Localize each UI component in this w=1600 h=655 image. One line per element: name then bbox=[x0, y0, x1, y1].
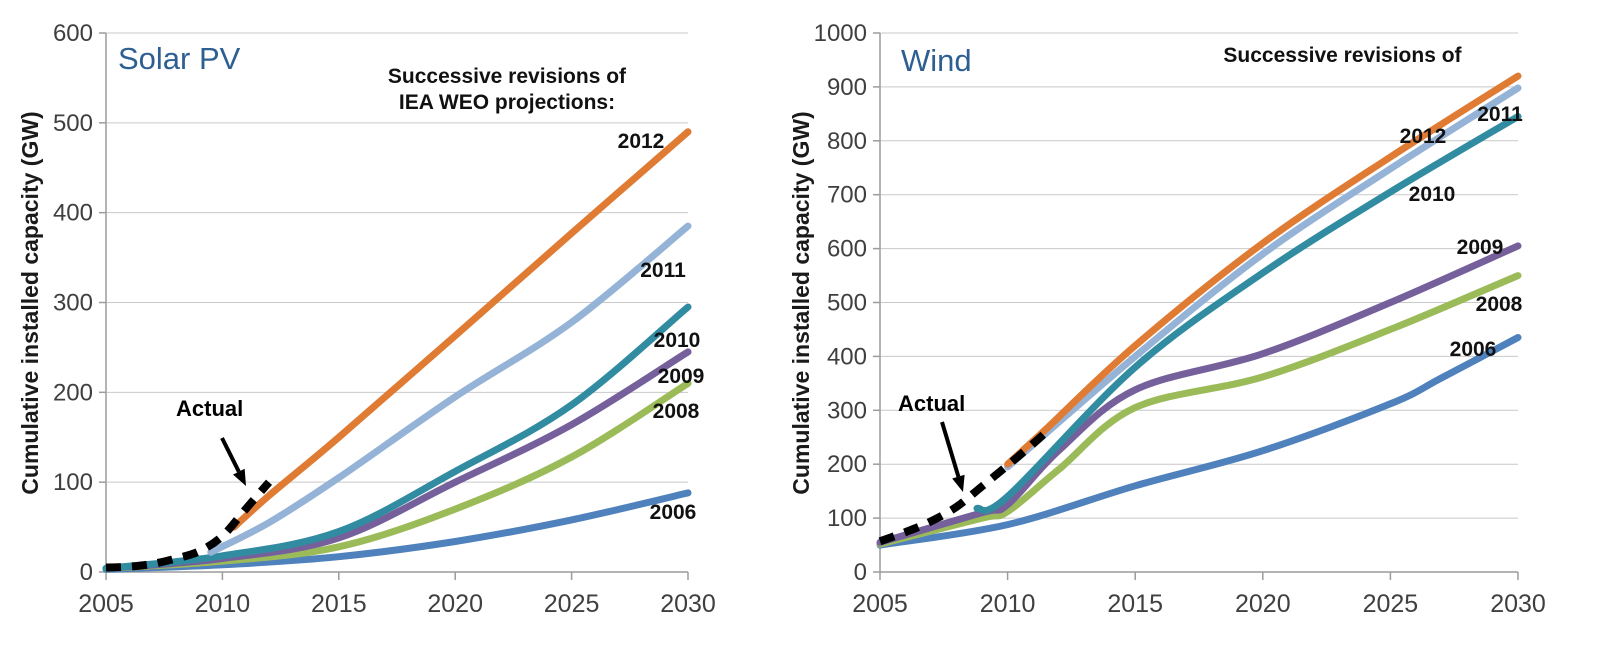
wind-series-label-2006: 2006 bbox=[1450, 338, 1497, 361]
wind-y-tick-label-900: 900 bbox=[827, 74, 867, 101]
solar-series-label-2009: 2009 bbox=[658, 365, 705, 388]
solar-y-tick-label-400: 400 bbox=[53, 200, 93, 227]
wind-series-line-2008 bbox=[876, 272, 1522, 548]
wind-series-line-2010 bbox=[973, 113, 1522, 515]
wind-y-tick-label-1000: 1000 bbox=[814, 20, 867, 47]
wind-series-line-2011 bbox=[1004, 84, 1522, 471]
solar-x-tick-label-2005: 2005 bbox=[78, 590, 134, 618]
wind-x-tick-label-2005: 2005 bbox=[852, 590, 908, 618]
wind-y-tick-label-700: 700 bbox=[827, 182, 867, 209]
solar-actual-arrow-shaft bbox=[220, 437, 241, 473]
wind-y-tick-label-300: 300 bbox=[827, 397, 867, 424]
wind-x-tick-label-2025: 2025 bbox=[1363, 590, 1419, 618]
wind-y-tick-label-400: 400 bbox=[827, 343, 867, 370]
wind-series-label-2010: 2010 bbox=[1409, 183, 1456, 206]
solar-y-tick-label-200: 200 bbox=[53, 379, 93, 406]
solar-x-tick-label-2030: 2030 bbox=[660, 590, 716, 618]
wind-projections-annotation: Successive revisions of bbox=[1195, 43, 1490, 69]
wind-chart: 0 100 200 300 400 500 600 700 800 900 1000 2005 2010… bbox=[814, 20, 1546, 618]
wind-series-line-2012 bbox=[1004, 72, 1522, 468]
solar-x-tick-label-2025: 2025 bbox=[544, 590, 600, 618]
solar-x-tick-label-2015: 2015 bbox=[311, 590, 367, 618]
solar-y-tick-label-500: 500 bbox=[53, 110, 93, 137]
wind-chart-title: Wind bbox=[901, 43, 972, 78]
solar-annotation-line1: Successive revisions of bbox=[387, 65, 627, 88]
solar-series-line-2010 bbox=[102, 303, 692, 572]
wind-y-tick-label-0: 0 bbox=[854, 559, 867, 586]
solar-series-label-2008: 2008 bbox=[653, 400, 700, 423]
wind-annotation-line1: Successive revisions of bbox=[1223, 44, 1462, 67]
solar-actual-label: Actual bbox=[176, 396, 244, 421]
wind-actual-label: Actual bbox=[898, 391, 966, 416]
solar-y-tick-label-600: 600 bbox=[53, 20, 93, 47]
wind-y-tick-label-500: 500 bbox=[827, 290, 867, 317]
solar-x-tick-label-2020: 2020 bbox=[427, 590, 483, 618]
solar-series-label-2010: 2010 bbox=[654, 329, 701, 352]
wind-series-label-2009: 2009 bbox=[1457, 236, 1504, 259]
wind-series-label-2011: 2011 bbox=[1477, 103, 1523, 126]
solar-series-label-2012: 2012 bbox=[618, 130, 665, 153]
solar-y-tick-label-300: 300 bbox=[53, 290, 93, 317]
solar-chart-title: Solar PV bbox=[118, 41, 241, 76]
solar-series-line-2012 bbox=[230, 128, 692, 531]
solar-annotation-line2: IEA WEO projections: bbox=[398, 91, 616, 114]
solar-y-tick-label-100: 100 bbox=[53, 469, 93, 496]
solar-y-axis-label: Cumulative installed capacity (GW) bbox=[17, 111, 43, 495]
wind-series-label-2012: 2012 bbox=[1400, 125, 1447, 148]
wind-x-tick-label-2010: 2010 bbox=[980, 590, 1036, 618]
solar-series-label-2011: 2011 bbox=[640, 259, 686, 282]
wind-y-tick-label-200: 200 bbox=[827, 451, 867, 478]
solar-y-tick-label-0: 0 bbox=[80, 559, 93, 586]
wind-x-tick-label-2015: 2015 bbox=[1107, 590, 1163, 618]
wind-y-tick-label-800: 800 bbox=[827, 128, 867, 155]
solar-actual-line bbox=[105, 479, 273, 572]
wind-actual-arrow-head bbox=[952, 474, 965, 492]
solar-x-tick-label-2010: 2010 bbox=[195, 590, 251, 618]
solar-projections-annotation: Successive revisions of IEA WEO projecti… bbox=[373, 64, 641, 116]
wind-y-tick-label-100: 100 bbox=[827, 505, 867, 532]
wind-actual-line bbox=[878, 424, 1054, 546]
wind-y-axis-label: Cumulative installed capacity (GW) bbox=[788, 111, 814, 495]
solar-actual-arrow-head bbox=[233, 468, 246, 486]
wind-x-tick-label-2030: 2030 bbox=[1490, 590, 1546, 618]
wind-x-tick-label-2020: 2020 bbox=[1235, 590, 1291, 618]
wind-y-tick-label-600: 600 bbox=[827, 236, 867, 263]
wind-actual-arrow-shaft bbox=[940, 421, 961, 478]
solar-series-label-2006: 2006 bbox=[650, 501, 697, 524]
wind-series-label-2008: 2008 bbox=[1476, 293, 1523, 316]
solar-series-line-2011 bbox=[207, 222, 692, 556]
wind-series-line-2006 bbox=[876, 334, 1522, 549]
solar-chart: 0 100 200 300 400 500 600 2005 2010 2015 2020 2025 2… bbox=[53, 20, 716, 618]
